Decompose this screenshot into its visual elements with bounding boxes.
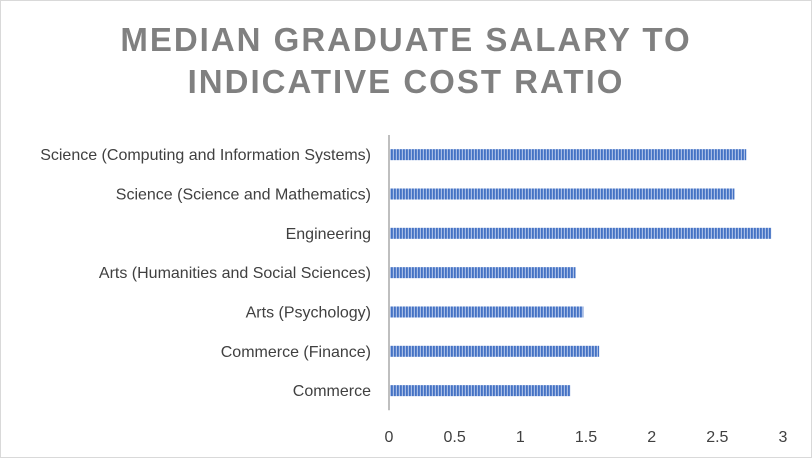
x-tick-label-1: 0.5 bbox=[444, 429, 466, 446]
category-label-4: Arts (Psychology) bbox=[246, 304, 371, 321]
category-label-2: Engineering bbox=[286, 226, 371, 243]
bar-6 bbox=[389, 385, 571, 397]
chart-title-line-2: INDICATIVE COST RATIO bbox=[187, 63, 625, 100]
category-label-6: Commerce bbox=[293, 383, 371, 400]
x-axis-tick-labels: 0 0.5 1 1.5 2 2.5 3 bbox=[385, 429, 788, 446]
bar-0 bbox=[389, 149, 747, 161]
category-label-0: Science (Computing and Information Syste… bbox=[40, 147, 371, 164]
x-tick-label-4: 2 bbox=[647, 429, 656, 446]
category-label-1: Science (Science and Mathematics) bbox=[116, 186, 371, 203]
bar-2 bbox=[389, 227, 772, 239]
x-tick-label-0: 0 bbox=[385, 429, 394, 446]
chart-title: MEDIAN GRADUATE SALARY TO INDICATIVE COS… bbox=[1, 19, 811, 103]
x-tick-label-2: 1 bbox=[516, 429, 525, 446]
x-tick-label-5: 2.5 bbox=[706, 429, 728, 446]
x-tick-label-3: 1.5 bbox=[575, 429, 597, 446]
chart-title-line-1: MEDIAN GRADUATE SALARY TO bbox=[120, 21, 692, 58]
bar-5 bbox=[389, 345, 600, 357]
bar-3 bbox=[389, 267, 576, 279]
category-labels: Science (Computing and Information Syste… bbox=[40, 147, 371, 400]
category-label-5: Commerce (Finance) bbox=[221, 344, 371, 361]
bar-4 bbox=[389, 306, 584, 318]
x-tick-label-6: 3 bbox=[779, 429, 788, 446]
bar-1 bbox=[389, 188, 735, 200]
category-label-3: Arts (Humanities and Social Sciences) bbox=[99, 265, 371, 282]
bars-layer bbox=[389, 149, 772, 397]
